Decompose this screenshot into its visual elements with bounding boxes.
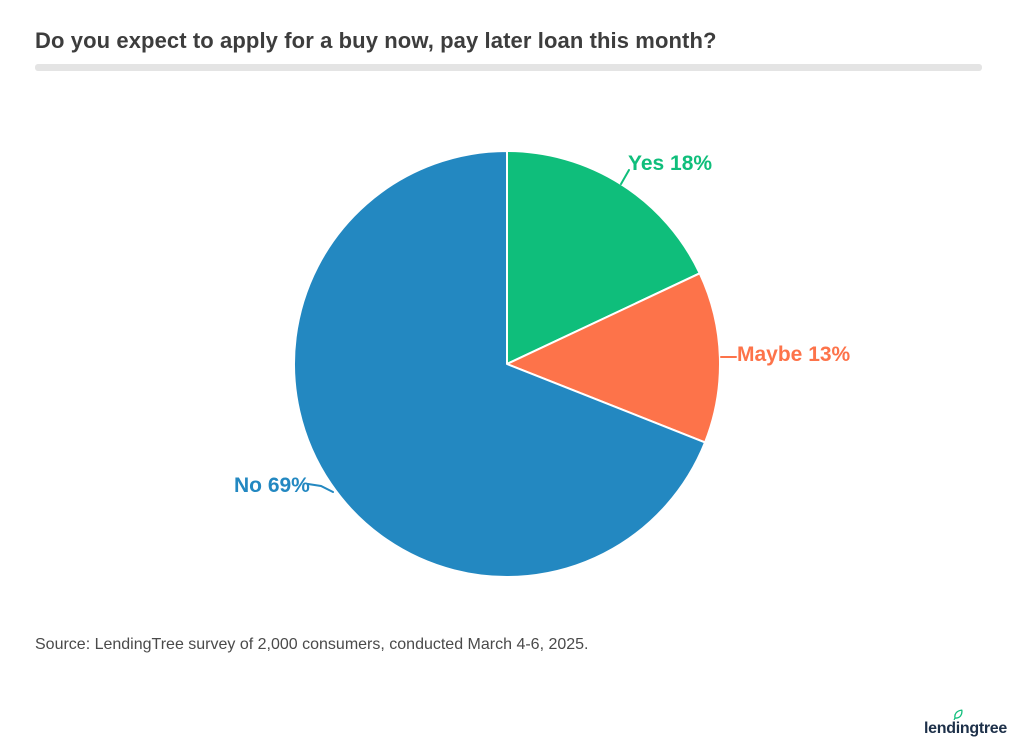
title-divider — [35, 64, 982, 71]
logo-text-pre: lend — [924, 720, 956, 737]
pie-slice-no — [293, 150, 707, 578]
logo-text-post: ngtree — [959, 720, 1007, 737]
leader-line-yes — [620, 169, 630, 185]
pie-slice-maybe — [506, 272, 721, 444]
logo-letter-i: i — [953, 709, 963, 738]
source-note: Source: LendingTree survey of 2,000 cons… — [35, 636, 589, 653]
lendingtree-logo: lend ingtree — [924, 709, 1007, 738]
leader-line-no — [307, 483, 334, 493]
slice-label-yes: Yes 18% — [628, 152, 713, 175]
slice-label-maybe: Maybe 13% — [737, 343, 851, 366]
slice-label-no: No 69% — [234, 474, 310, 497]
chart-title: Do you expect to apply for a buy now, pa… — [35, 28, 717, 53]
leaf-icon — [953, 709, 963, 720]
pie-chart — [293, 150, 721, 578]
